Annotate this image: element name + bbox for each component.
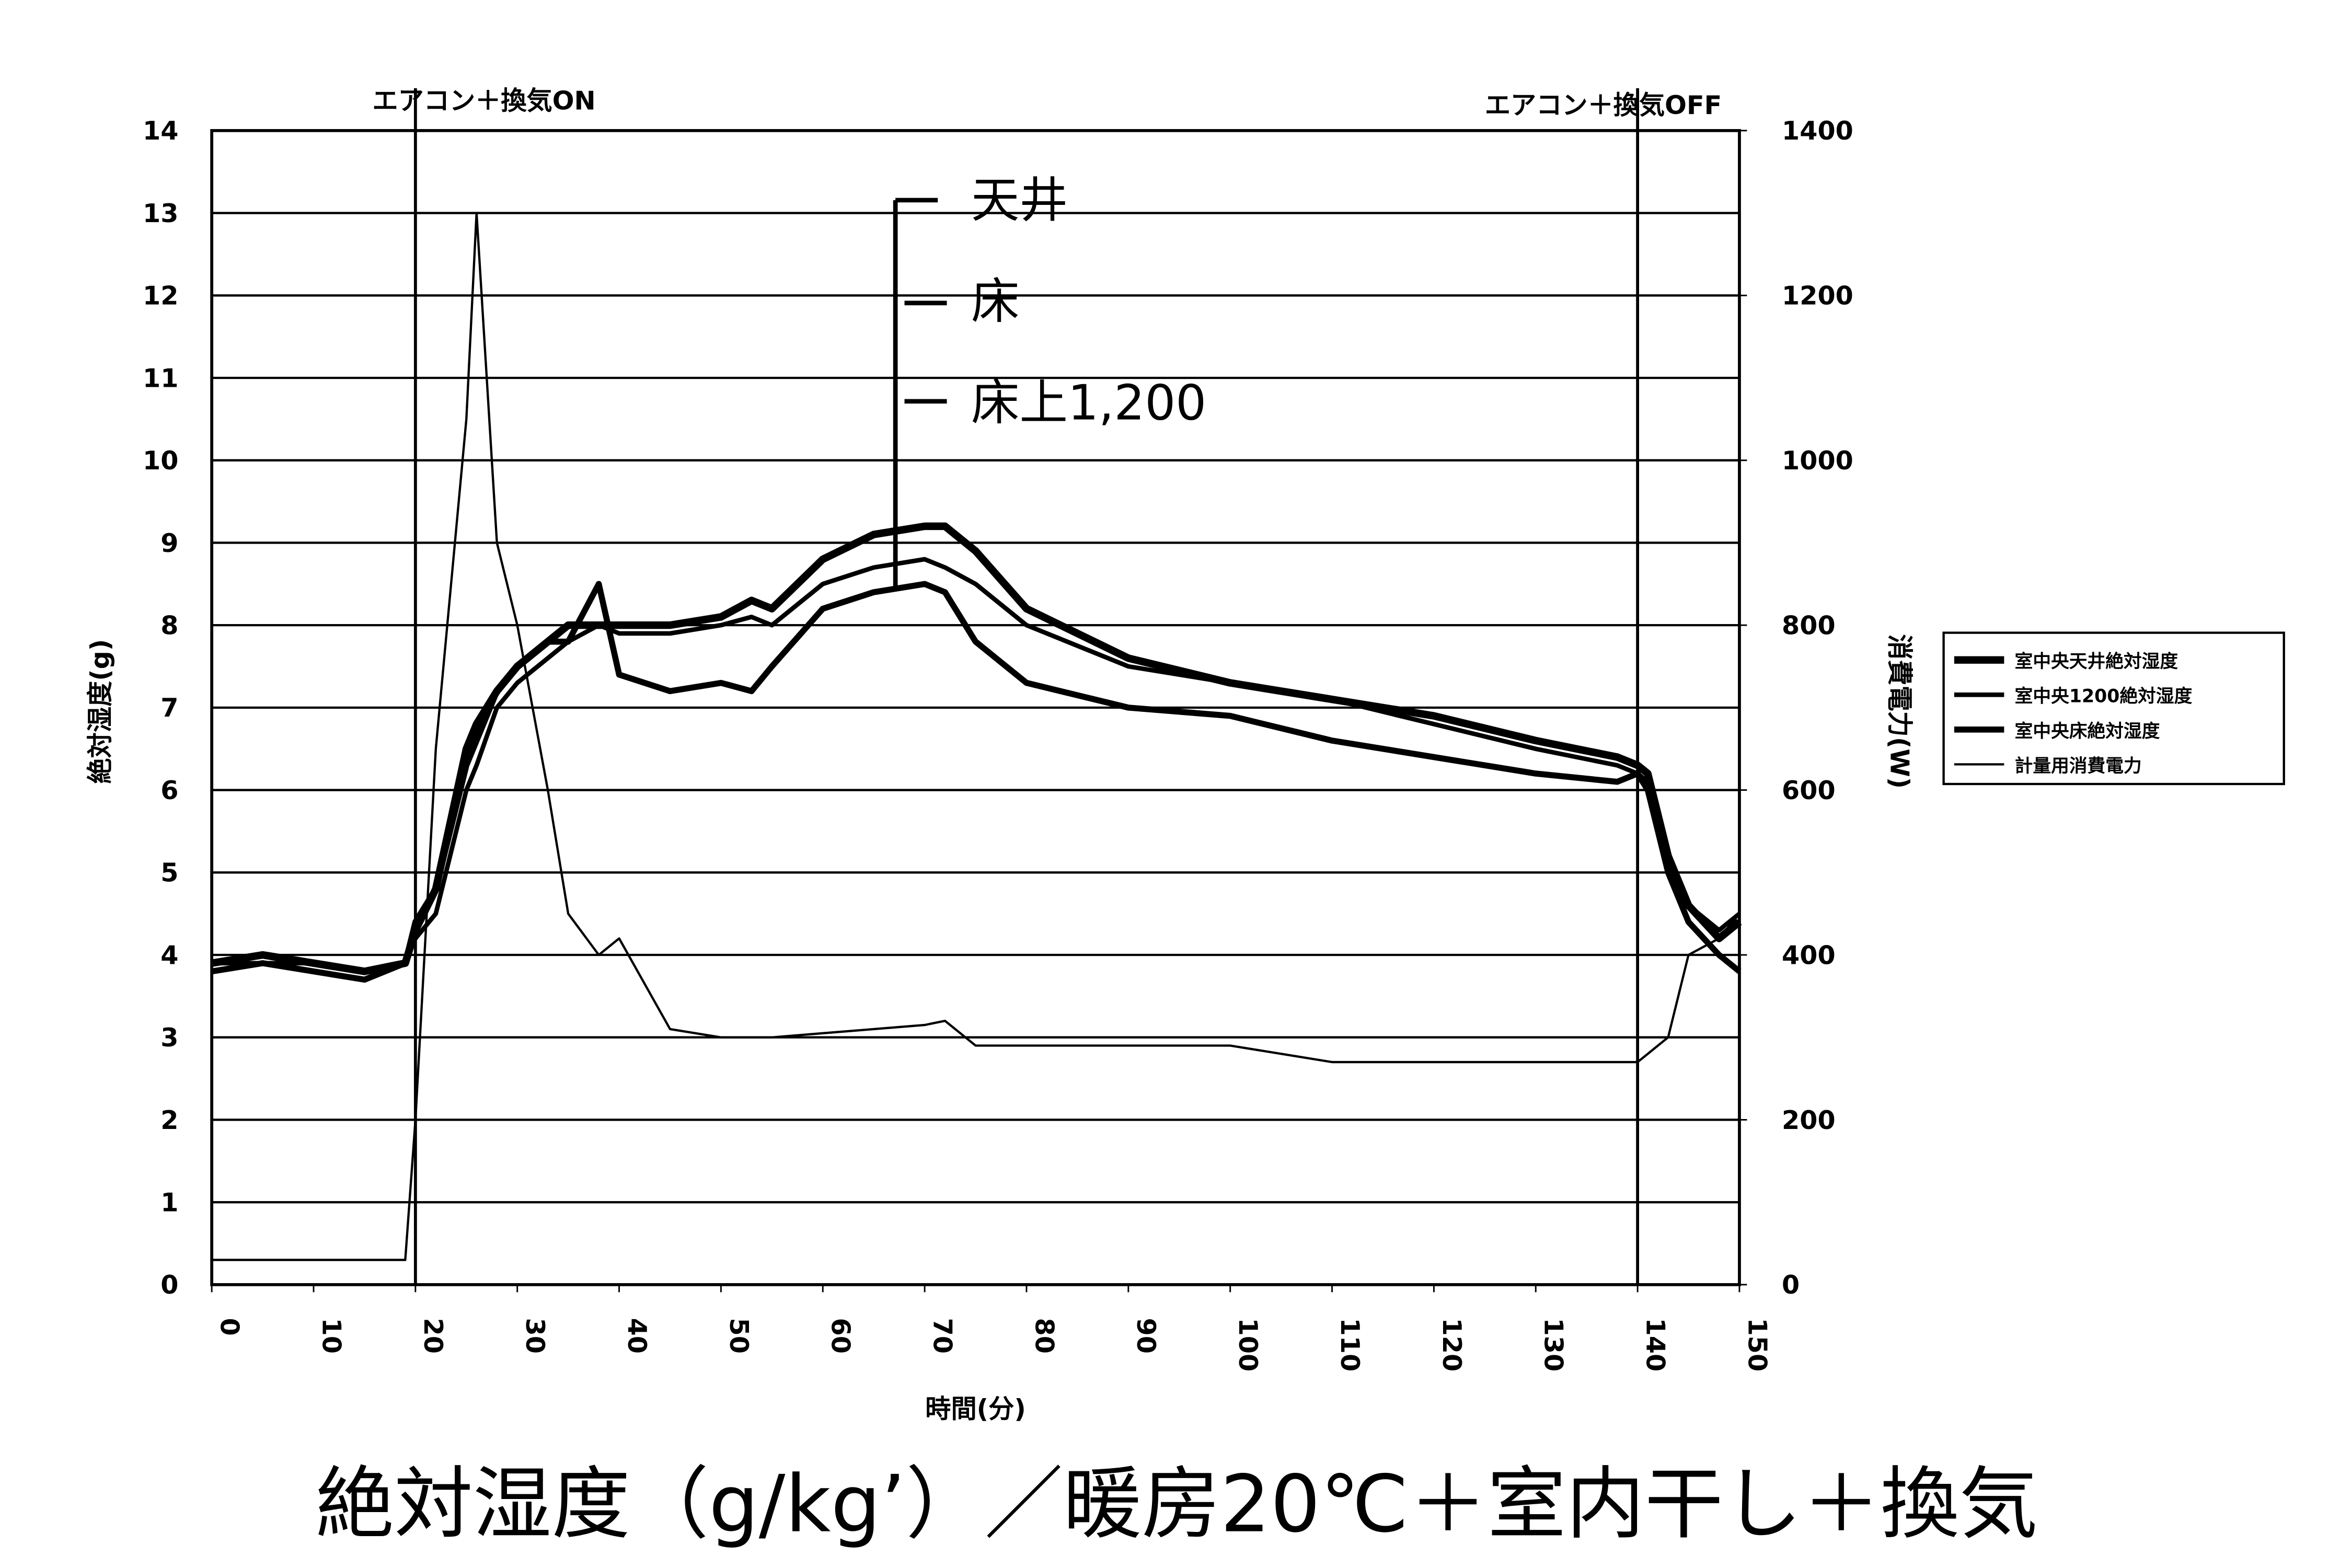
annotation: 天井: [971, 172, 1068, 228]
x-tick-label: 60: [826, 1318, 856, 1354]
y2-tick-label: 200: [1782, 1105, 1836, 1135]
x-tick-label: 100: [1233, 1318, 1263, 1372]
y-tick-label: 8: [160, 610, 178, 641]
annotation: エアコン＋換気ON: [372, 85, 595, 116]
y2-tick-label: 0: [1782, 1270, 1800, 1300]
y2-axis-label: 消費電力(W): [1884, 634, 1915, 789]
y2-tick-label: 1200: [1782, 281, 1853, 311]
y-tick-label: 7: [160, 693, 178, 723]
x-tick-label: 0: [215, 1318, 245, 1336]
line: [211, 522, 1742, 975]
x-tick-label: 130: [1539, 1318, 1569, 1372]
y-tick-label: 10: [143, 445, 178, 476]
x-tick-label: 120: [1437, 1318, 1467, 1372]
legend-label: 室中央床絶対湿度: [2015, 720, 2160, 742]
x-tick-label: 80: [1029, 1318, 1059, 1354]
x-tick-label: 90: [1131, 1318, 1161, 1354]
legend-label: 計量用消費電力: [2015, 756, 2142, 777]
caption: 絶対湿度（g/kg’）／暖房20℃＋室内干し＋換気: [316, 1459, 2038, 1550]
line: [212, 212, 1740, 1261]
y-tick-label: 0: [160, 1270, 178, 1300]
y-tick-label: 13: [143, 198, 178, 228]
y2-tick-label: 400: [1782, 940, 1836, 970]
x-axis-label: 時間(分): [925, 1394, 1026, 1424]
x-tick-label: 70: [927, 1318, 958, 1354]
x-tick-label: 40: [622, 1318, 652, 1354]
y-tick-label: 2: [160, 1105, 178, 1135]
annotation: 床上1,200: [971, 375, 1206, 431]
y-tick-label: 11: [143, 363, 178, 393]
y-tick-label: 6: [160, 775, 178, 805]
y-tick-label: 1: [160, 1187, 178, 1218]
x-tick-label: 50: [724, 1318, 754, 1354]
x-tick-label: 110: [1335, 1318, 1365, 1372]
legend-label: 室中央天井絶対湿度: [2015, 651, 2178, 672]
y2-tick-label: 1000: [1782, 445, 1853, 476]
y-tick-label: 14: [143, 116, 178, 146]
y-axis-label: 絶対湿度(g): [85, 639, 115, 784]
line: [212, 557, 1741, 974]
annotation: エアコン＋換気OFF: [1485, 90, 1722, 120]
y-tick-label: 5: [160, 858, 178, 888]
y2-tick-label: 1400: [1782, 116, 1853, 146]
annotation: 床: [971, 273, 1020, 330]
y-tick-label: 4: [160, 940, 178, 970]
legend-label: 室中央1200絶対湿度: [2015, 686, 2193, 707]
x-tick-label: 20: [418, 1318, 448, 1354]
y-tick-label: 3: [160, 1022, 178, 1053]
y2-tick-label: 600: [1782, 775, 1836, 805]
label-callout: [893, 198, 947, 591]
y-tick-label: 12: [143, 281, 178, 311]
x-tick-label: 30: [520, 1318, 550, 1354]
x-tick-label: 150: [1742, 1318, 1772, 1372]
y-tick-label: 9: [160, 528, 178, 558]
x-tick-label: 140: [1640, 1318, 1670, 1372]
line: [211, 581, 1742, 983]
x-tick-label: 10: [316, 1318, 347, 1354]
y2-tick-label: 800: [1782, 610, 1836, 641]
